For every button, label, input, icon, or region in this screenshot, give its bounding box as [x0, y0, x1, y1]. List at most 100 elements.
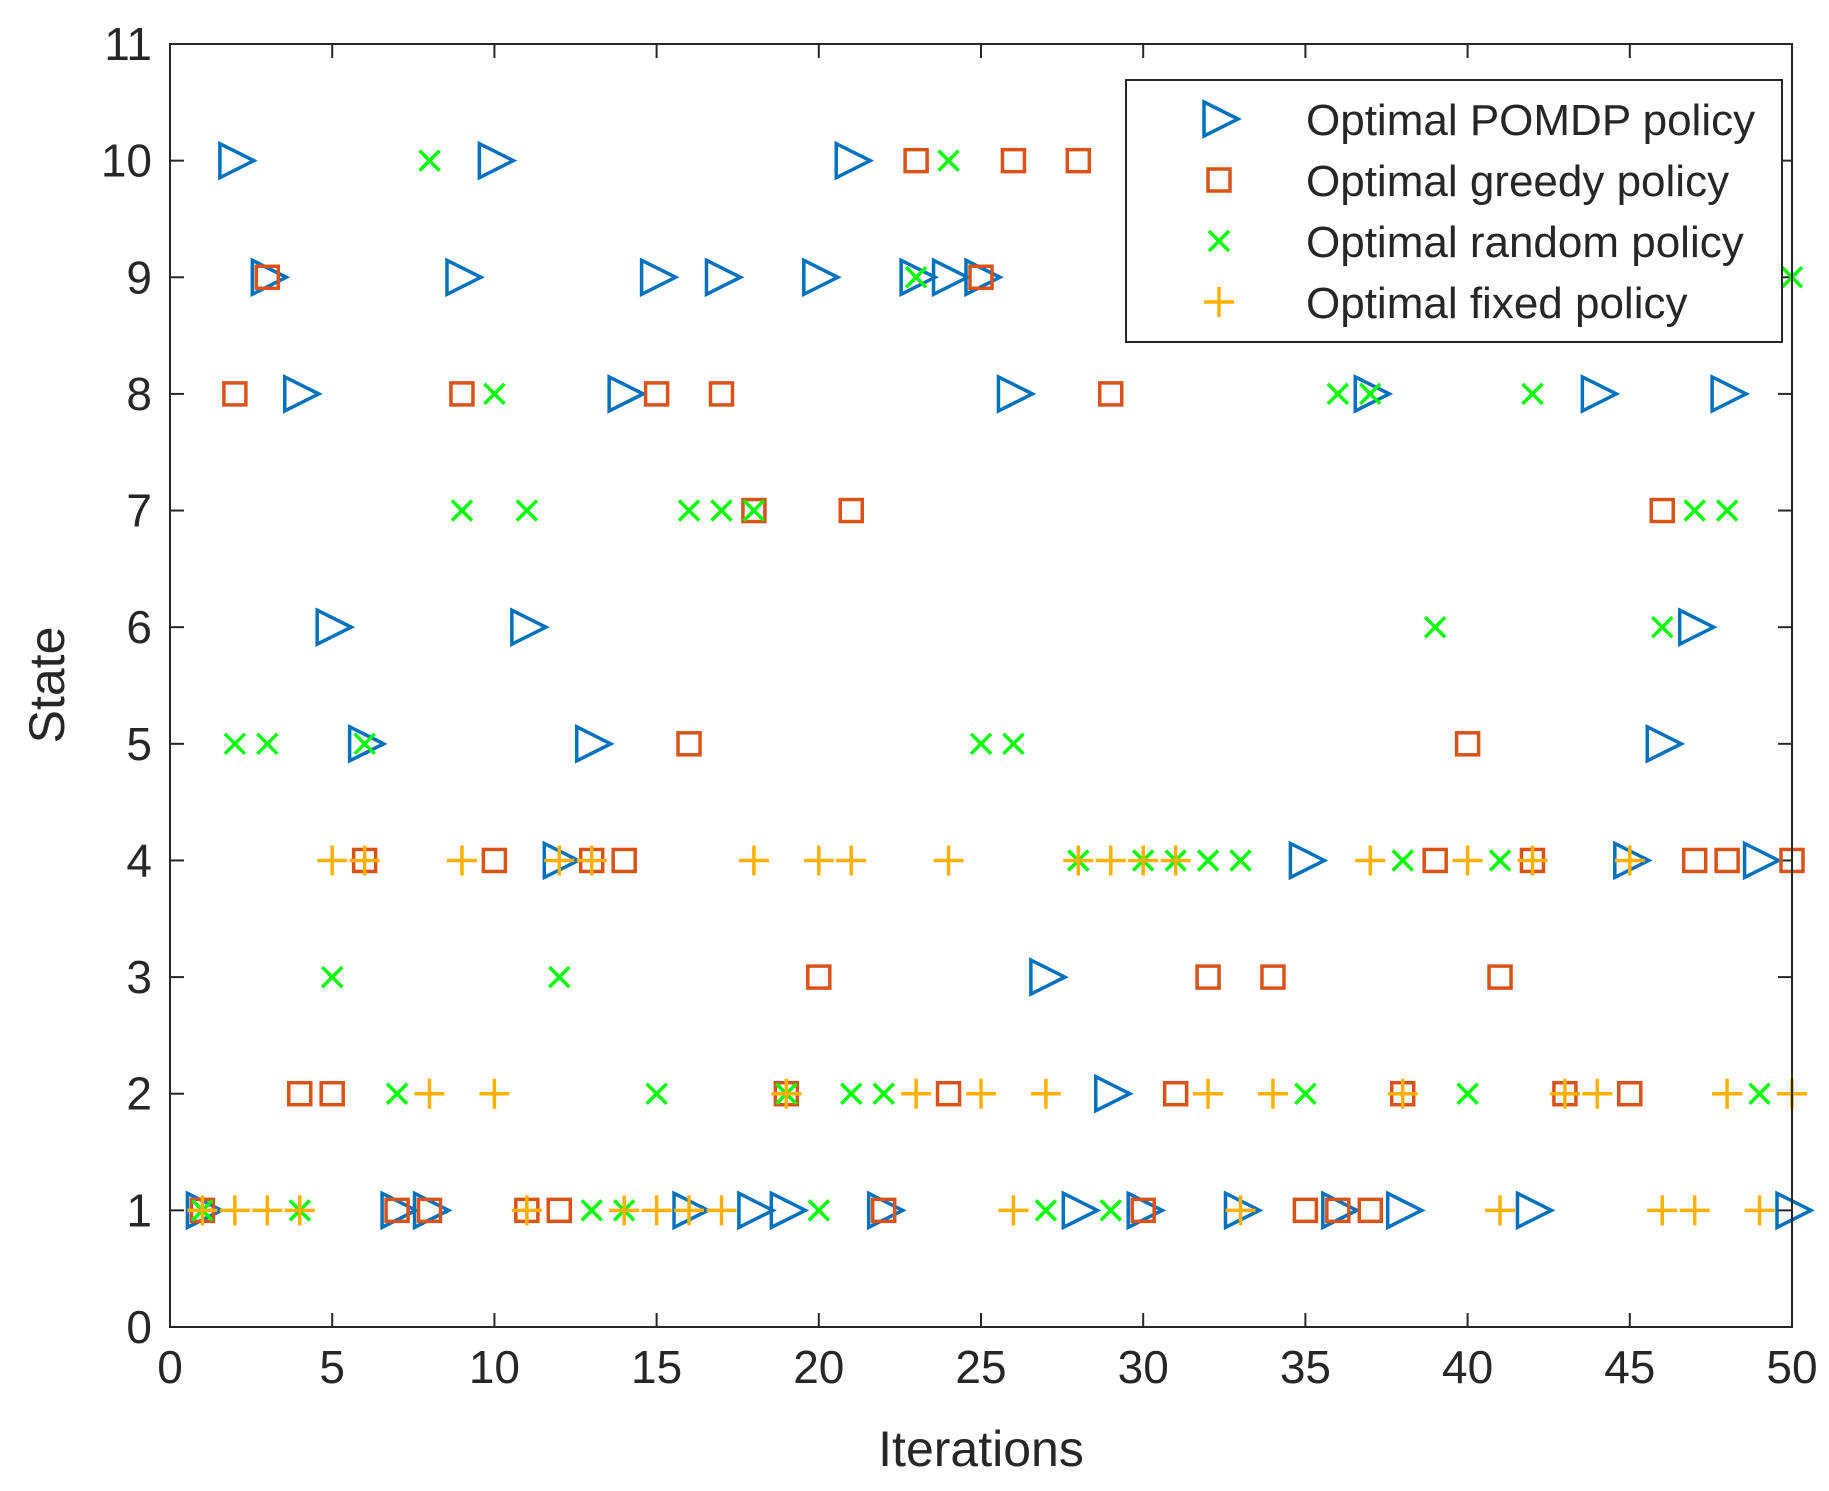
data-point [515, 499, 539, 522]
data-point [836, 845, 867, 876]
data-point [287, 1080, 313, 1107]
y-tick-label: 9 [126, 251, 152, 303]
data-point [1065, 147, 1092, 174]
y-axis-title: State [19, 627, 75, 744]
data-point [1353, 374, 1394, 414]
data-point [676, 731, 702, 757]
y-tick-label: 8 [126, 368, 152, 420]
legend-marker [1204, 287, 1234, 317]
data-point [380, 1190, 420, 1231]
data-point [1321, 1190, 1361, 1231]
data-point [1683, 499, 1706, 522]
data-point [385, 1082, 409, 1105]
data-point [416, 1197, 443, 1224]
data-point [937, 149, 960, 172]
data-point [1488, 849, 1512, 872]
data-point [1126, 1190, 1167, 1231]
x-tick-label: 30 [1118, 1341, 1169, 1393]
data-point [1651, 615, 1674, 639]
data-point [866, 1190, 907, 1231]
data-point [1098, 381, 1124, 407]
data-point [1034, 1199, 1058, 1222]
x-tick-label: 45 [1604, 1341, 1655, 1393]
data-point [1681, 847, 1708, 874]
series-1-points [185, 140, 1815, 1231]
legend-marker [1206, 167, 1232, 193]
data-point [639, 257, 680, 298]
data-point [803, 845, 834, 876]
data-point [1229, 849, 1252, 872]
data-point [1195, 964, 1221, 990]
data-point [1391, 849, 1414, 872]
data-point [1775, 1190, 1815, 1231]
legend-box [1125, 79, 1783, 343]
data-point [1515, 1190, 1556, 1231]
data-point [935, 1080, 962, 1107]
data-point [1649, 497, 1675, 524]
data-point [481, 847, 508, 874]
data-point [1710, 374, 1751, 414]
data-point [450, 499, 474, 522]
x-tick-label: 0 [157, 1341, 183, 1393]
x-tick-label: 40 [1442, 1341, 1493, 1393]
data-point [256, 732, 279, 756]
data-point [1521, 382, 1544, 406]
data-point [708, 381, 735, 407]
data-point [901, 1078, 932, 1109]
data-point [1712, 1078, 1743, 1109]
data-point [1714, 847, 1740, 874]
data-point [933, 845, 964, 876]
data-point [320, 965, 344, 989]
data-point [1487, 964, 1513, 990]
data-point [1325, 1197, 1351, 1224]
data-point [710, 499, 733, 522]
data-point [546, 1197, 573, 1224]
data-point [643, 381, 670, 407]
y-tick-label: 4 [126, 834, 152, 886]
data-point [511, 1195, 542, 1226]
data-point [446, 845, 477, 876]
data-point [218, 140, 258, 181]
data-point [1387, 1078, 1418, 1109]
data-point [1355, 845, 1386, 876]
data-point [1225, 1195, 1256, 1226]
data-point [1061, 1190, 1102, 1231]
data-point [187, 1195, 218, 1226]
legend-label: Optimal fixed policy [1306, 279, 1687, 328]
data-point [574, 723, 615, 764]
data-point [870, 1197, 897, 1224]
y-tick-label: 6 [126, 601, 152, 653]
data-point [223, 732, 247, 756]
data-point [1160, 845, 1191, 876]
data-point [1742, 840, 1783, 881]
data-point [1580, 374, 1621, 414]
data-point [1423, 615, 1447, 639]
data-point [1193, 1078, 1224, 1109]
y-tick-label: 10 [101, 135, 152, 187]
data-point [1422, 847, 1448, 874]
data-point [1452, 845, 1483, 876]
data-point [483, 382, 506, 406]
data-point [1517, 845, 1548, 876]
data-point [1029, 957, 1069, 997]
data-point [1679, 1195, 1710, 1226]
data-point [872, 1082, 895, 1105]
data-point [1748, 1082, 1771, 1105]
data-point [1130, 1197, 1156, 1224]
data-point [418, 149, 441, 172]
data-point [998, 1195, 1029, 1226]
data-point [254, 264, 281, 291]
data-point [1002, 732, 1025, 756]
y-tick-label: 1 [126, 1184, 152, 1236]
y-tick-label: 3 [126, 951, 152, 1003]
data-point [641, 1195, 672, 1226]
y-tick-label: 7 [126, 485, 152, 537]
data-point [838, 497, 864, 524]
data-point [479, 1078, 510, 1109]
data-point [548, 965, 571, 989]
data-point [219, 1195, 250, 1226]
y-tick-label: 5 [126, 718, 152, 770]
y-tick-label: 11 [104, 18, 152, 70]
data-point [1260, 964, 1286, 990]
